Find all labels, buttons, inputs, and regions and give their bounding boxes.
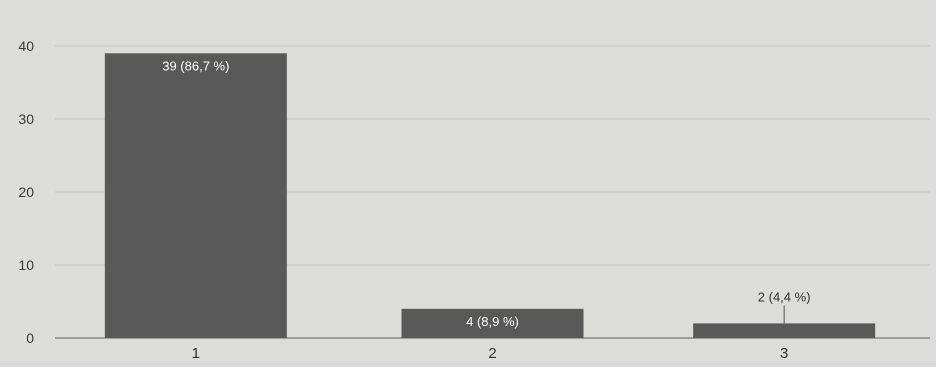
- bar-3: [693, 323, 876, 338]
- data-label: 39 (86,7 %): [162, 58, 229, 73]
- bars: [104, 53, 876, 339]
- x-tick-label: 2: [488, 345, 496, 362]
- y-tick-label: 10: [18, 257, 34, 273]
- bar-1: [104, 53, 287, 339]
- data-label: 4 (8,9 %): [466, 314, 519, 329]
- data-labels: 39 (86,7 %) 4 (8,9 %) 2 (4,4 %): [162, 58, 811, 329]
- y-tick-label: 20: [18, 184, 34, 200]
- bar-2: [401, 308, 584, 338]
- y-tick-label: 40: [18, 38, 34, 54]
- y-tick-label: 30: [18, 111, 34, 127]
- y-tick-label: 0: [26, 330, 34, 346]
- data-label: 2 (4,4 %): [758, 289, 811, 304]
- x-tick-label: 3: [780, 345, 788, 362]
- x-tick-label: 1: [192, 345, 200, 362]
